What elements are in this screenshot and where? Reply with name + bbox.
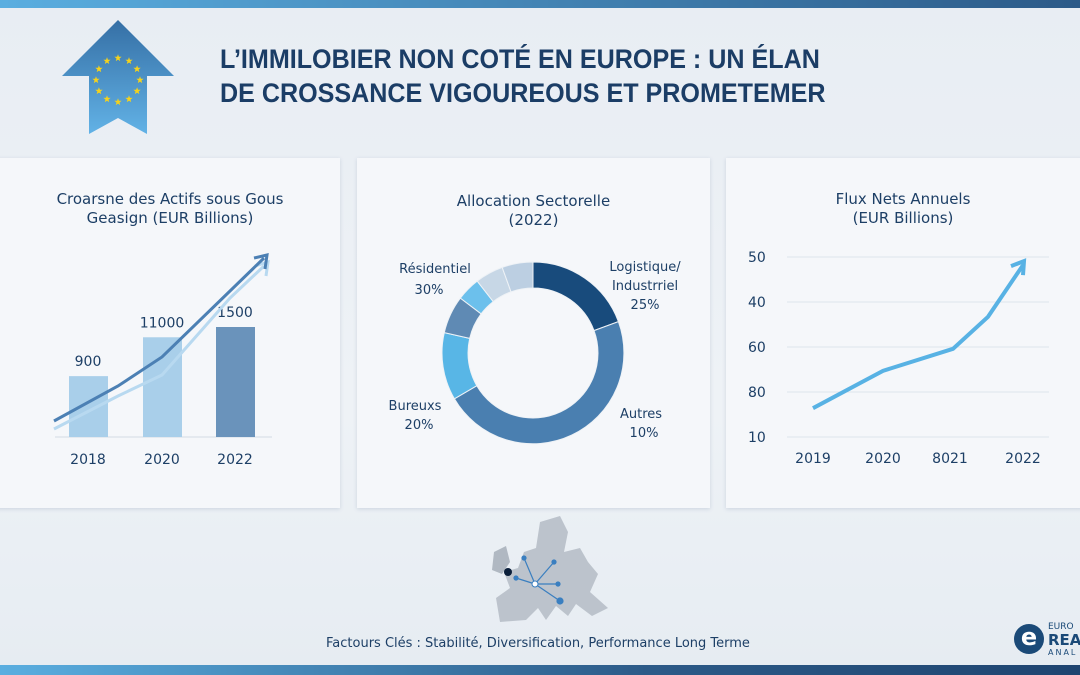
bar — [69, 376, 108, 437]
donut-segment — [501, 261, 534, 293]
x-tick-label: 2020 — [865, 451, 901, 467]
title-line: Croarsne des Actifs sous Gous — [56, 190, 284, 208]
brand-logo-text: EURO — [1048, 622, 1074, 632]
x-tick-label: 2022 — [217, 452, 253, 468]
brand-logo-mark: e — [1014, 624, 1044, 654]
star-icon — [114, 54, 122, 62]
donut-chart-title: Allocation Sectorelle (2022) — [357, 192, 710, 230]
y-tick-label: 40 — [748, 295, 766, 311]
donut-label: Résidentiel — [399, 262, 471, 277]
y-tick-label: 60 — [748, 340, 766, 356]
top-accent-bar — [0, 0, 1080, 8]
x-tick-label: 8021 — [932, 451, 968, 467]
title-line: Flux Nets Annuels — [835, 190, 971, 208]
arrow-head — [1010, 258, 1027, 276]
y-tick-label: 50 — [748, 250, 766, 266]
bar-chart: 900 2018 11000 2020 1500 2022 — [53, 253, 272, 468]
title-line: (EUR Billions) — [852, 209, 954, 227]
donut-label: Industrriel — [612, 279, 678, 294]
bar — [216, 327, 255, 437]
brand-logo: e EURO REA ANAL — [1014, 622, 1080, 658]
eu-arrow-stars-icon — [62, 20, 174, 134]
star-icon — [103, 95, 111, 103]
trend-arrow — [53, 256, 266, 423]
bar-chart-title: Croarsne des Actifs sous Gous Geasign (E… — [0, 190, 340, 228]
title-line: Allocation Sectorelle — [456, 192, 611, 210]
donut-label: 10% — [630, 426, 659, 441]
trend-arrow-light — [53, 264, 266, 431]
star-icon — [95, 87, 103, 95]
bar-data-label: 1500 — [217, 305, 253, 321]
star-icon — [133, 87, 141, 95]
x-tick-label: 2020 — [144, 452, 180, 468]
donut-label: 30% — [415, 283, 444, 298]
star-icon — [125, 57, 133, 64]
star-icon — [114, 98, 122, 106]
x-tick-label: 2018 — [70, 452, 106, 468]
line-chart-title: Flux Nets Annuels (EUR Billions) — [720, 190, 1080, 228]
brand-logo-text: ANAL — [1048, 648, 1078, 657]
star-icon — [125, 95, 133, 103]
donut-chart: Logistique/Industrriel 25% Autres 10% Bureux… — [389, 260, 681, 445]
arrow-head — [253, 253, 269, 270]
y-tick-label: 10 — [748, 430, 766, 446]
star-icon — [95, 65, 103, 73]
arrow-head — [254, 259, 270, 277]
donut-label: 25% — [631, 298, 660, 313]
donut-chart-card: Allocation Sectorelle (2022) Logistique/… — [357, 158, 710, 508]
bar-data-label: 900 — [75, 354, 102, 370]
title-line-2: DE CROSSANCE VIGOUREOUS ET PROMETEMER — [220, 78, 826, 108]
net-flows-line — [812, 263, 1025, 410]
bar-data-label: 11000 — [140, 315, 185, 331]
star-icon — [92, 76, 100, 84]
title-line: Geasign (EUR Billions) — [86, 209, 254, 227]
star-icon — [133, 65, 141, 73]
donut-segment — [441, 332, 478, 400]
x-tick-label: 2019 — [795, 451, 831, 467]
title-line: (2022) — [508, 211, 559, 229]
key-factors-caption: Factours Clés : Stabilité, Diversificati… — [326, 636, 750, 651]
x-tick-label: 2022 — [1005, 451, 1041, 467]
bottom-accent-bar — [0, 665, 1080, 675]
europe-network-map — [492, 516, 608, 622]
star-icon — [103, 57, 111, 64]
bar-chart-card: Croarsne des Actifs sous Gous Geasign (E… — [0, 158, 340, 508]
y-tick-label: 80 — [748, 385, 766, 401]
donut-label: Logistique/ — [609, 260, 681, 275]
donut-label: Bureuxs — [389, 399, 442, 414]
donut-label: Autres — [620, 407, 662, 422]
line-chart: 10 80 60 40 50 2019 2020 8021 2022 — [748, 250, 1049, 467]
line-chart-card: Flux Nets Annuels (EUR Billions) 10 80 60 4… — [726, 158, 1080, 508]
title-line-1: L’IMMILOBIER NON COTÉ EN EUROPE : UN ÉLA… — [220, 44, 820, 74]
brand-logo-text: REA — [1048, 631, 1080, 649]
page-title: L’IMMILOBIER NON COTÉ EN EUROPE : UN ÉLA… — [220, 42, 826, 110]
bar — [143, 337, 182, 437]
star-icon — [136, 76, 144, 84]
donut-label: 20% — [405, 418, 434, 433]
donut-segment — [532, 261, 620, 332]
donut-segment — [453, 320, 625, 445]
